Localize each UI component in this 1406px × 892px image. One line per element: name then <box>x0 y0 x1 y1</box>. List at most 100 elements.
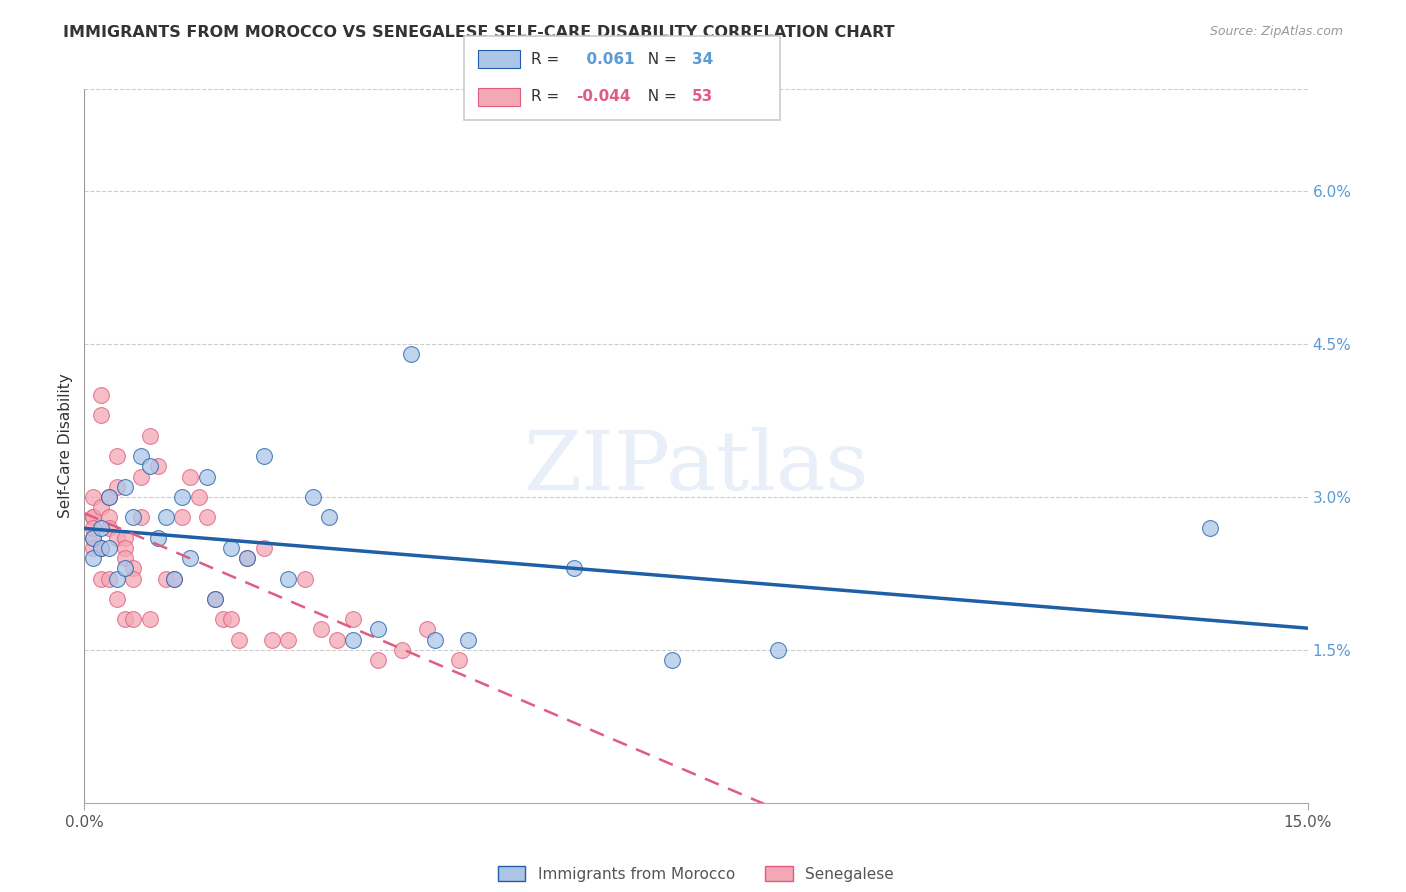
Point <box>399 347 422 361</box>
Point <box>82 510 104 524</box>
Point <box>457 632 479 647</box>
Point <box>172 510 194 524</box>
Point <box>260 632 283 647</box>
Point <box>367 653 389 667</box>
Point <box>391 643 413 657</box>
Point <box>131 469 153 483</box>
Point <box>105 480 128 494</box>
Point <box>97 520 120 534</box>
Point <box>114 541 136 555</box>
Point <box>309 623 332 637</box>
Text: N =: N = <box>638 89 682 104</box>
Point <box>163 572 186 586</box>
Point <box>90 409 112 423</box>
Point <box>179 469 201 483</box>
Point <box>105 531 128 545</box>
Point <box>114 561 136 575</box>
Point <box>90 572 112 586</box>
Point <box>114 480 136 494</box>
Point <box>105 449 128 463</box>
Point <box>105 572 128 586</box>
Point <box>294 572 316 586</box>
Point <box>105 591 128 606</box>
Point <box>146 531 169 545</box>
Point <box>97 490 120 504</box>
Point <box>97 541 120 555</box>
Point <box>253 449 276 463</box>
Point <box>277 572 299 586</box>
Point <box>97 510 120 524</box>
Text: Source: ZipAtlas.com: Source: ZipAtlas.com <box>1209 25 1343 38</box>
Point <box>138 459 160 474</box>
Point <box>219 541 242 555</box>
Y-axis label: Self-Care Disability: Self-Care Disability <box>58 374 73 518</box>
Point <box>122 612 145 626</box>
Point <box>138 429 160 443</box>
Point <box>416 623 439 637</box>
Point <box>253 541 276 555</box>
Point <box>97 572 120 586</box>
Point <box>90 520 112 534</box>
Point <box>228 632 250 647</box>
Point <box>195 469 218 483</box>
Point <box>318 510 340 524</box>
Point <box>326 632 349 647</box>
Point <box>82 551 104 566</box>
Point <box>90 541 112 555</box>
Point <box>236 551 259 566</box>
Point <box>146 459 169 474</box>
Point <box>90 541 112 555</box>
Point <box>367 623 389 637</box>
Point <box>82 510 104 524</box>
Text: 34: 34 <box>692 52 713 67</box>
Point <box>114 551 136 566</box>
Point <box>82 531 104 545</box>
Point <box>204 591 226 606</box>
Point <box>562 561 585 575</box>
Point <box>342 612 364 626</box>
Point <box>90 388 112 402</box>
Text: 0.061: 0.061 <box>576 52 636 67</box>
Text: IMMIGRANTS FROM MOROCCO VS SENEGALESE SELF-CARE DISABILITY CORRELATION CHART: IMMIGRANTS FROM MOROCCO VS SENEGALESE SE… <box>63 25 894 40</box>
Point <box>122 561 145 575</box>
Point <box>131 510 153 524</box>
Point <box>179 551 201 566</box>
Point <box>219 612 242 626</box>
Point <box>82 541 104 555</box>
Point <box>661 653 683 667</box>
Point <box>163 572 186 586</box>
Legend: Immigrants from Morocco, Senegalese: Immigrants from Morocco, Senegalese <box>492 860 900 888</box>
Point <box>131 449 153 463</box>
Text: -0.044: -0.044 <box>576 89 631 104</box>
Text: R =: R = <box>531 89 565 104</box>
Point <box>212 612 235 626</box>
Point <box>423 632 446 647</box>
Point <box>82 520 104 534</box>
Point <box>155 572 177 586</box>
Point <box>155 510 177 524</box>
Point <box>195 510 218 524</box>
Point <box>138 612 160 626</box>
Point <box>114 612 136 626</box>
Text: ZIPatlas: ZIPatlas <box>523 427 869 508</box>
Point <box>114 531 136 545</box>
Point <box>82 531 104 545</box>
Point <box>97 490 120 504</box>
Point <box>277 632 299 647</box>
Point <box>449 653 471 667</box>
Point <box>301 490 323 504</box>
Point <box>172 490 194 504</box>
Point <box>236 551 259 566</box>
Point <box>122 572 145 586</box>
Point <box>90 500 112 515</box>
Point <box>204 591 226 606</box>
Point <box>766 643 789 657</box>
Point <box>122 510 145 524</box>
Point <box>187 490 209 504</box>
Text: R =: R = <box>531 52 565 67</box>
Point <box>82 490 104 504</box>
Point <box>342 632 364 647</box>
Point <box>1198 520 1220 534</box>
Text: 53: 53 <box>692 89 713 104</box>
Text: N =: N = <box>638 52 682 67</box>
